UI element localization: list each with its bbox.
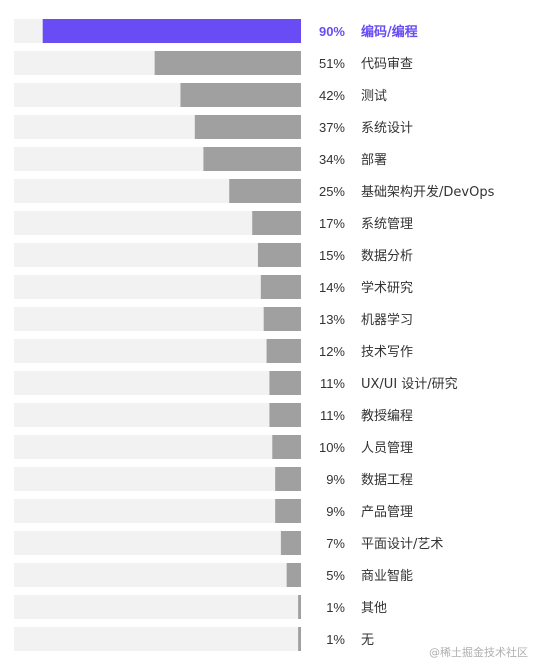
category-label: 产品管理 (361, 505, 413, 520)
bar-track (14, 563, 301, 587)
value-label: 12% (319, 344, 345, 359)
bar (194, 115, 301, 139)
value-label: 9% (326, 504, 345, 519)
value-label: 13% (319, 312, 345, 327)
bar (275, 467, 301, 491)
value-label: 37% (319, 120, 345, 135)
bar-track (14, 371, 301, 395)
category-label: 平面设计/艺术 (361, 537, 443, 552)
bar-track (14, 499, 301, 523)
value-label: 14% (319, 280, 345, 295)
bar (269, 403, 301, 427)
category-label: 系统设计 (361, 121, 413, 136)
category-label: 测试 (361, 89, 387, 104)
bar (42, 19, 301, 43)
bar (269, 371, 301, 395)
bar (275, 499, 301, 523)
category-label: 数据分析 (361, 249, 413, 264)
category-label: 人员管理 (361, 441, 413, 456)
bar (260, 275, 301, 299)
bar (298, 595, 301, 619)
bar-track (14, 435, 301, 459)
value-label: 7% (326, 536, 345, 551)
category-label: 教授编程 (361, 408, 413, 424)
bar-track (14, 307, 301, 331)
bar (266, 339, 301, 363)
bar (298, 627, 301, 651)
value-label: 11% (320, 408, 345, 423)
category-label: 编码/编程 (361, 24, 418, 40)
category-label: 代码审查 (361, 57, 413, 72)
category-label: 基础架构开发/DevOps (361, 184, 495, 200)
bar-track (14, 243, 301, 267)
bar (263, 307, 301, 331)
category-label: UX/UI 设计/研究 (361, 377, 458, 392)
value-label: 25% (319, 184, 345, 199)
category-label: 学术研究 (361, 280, 413, 296)
bar-track (14, 467, 301, 491)
bar (180, 83, 301, 107)
category-label: 机器学习 (361, 312, 413, 328)
bar (203, 147, 301, 171)
bar-track (14, 595, 301, 619)
value-label: 9% (326, 472, 345, 487)
bar-track (14, 339, 301, 363)
bar (252, 211, 301, 235)
bar (286, 563, 301, 587)
category-label: 商业智能 (361, 569, 413, 584)
value-label: 51% (319, 56, 345, 71)
category-label: 其他 (361, 601, 387, 616)
bar (280, 531, 301, 555)
category-label: 无 (361, 633, 374, 648)
bar-track (14, 403, 301, 427)
bar-track (14, 627, 301, 651)
value-label: 11% (320, 376, 345, 391)
value-label: 90% (319, 24, 345, 39)
value-label: 15% (319, 248, 345, 263)
value-label: 1% (326, 632, 345, 647)
category-label: 部署 (361, 153, 387, 168)
value-label: 17% (319, 216, 345, 231)
value-label: 34% (319, 152, 345, 167)
watermark: @稀土掘金技术社区 (429, 646, 528, 659)
category-label: 数据工程 (361, 473, 413, 488)
value-label: 10% (319, 440, 345, 455)
bar (154, 51, 301, 75)
bar (229, 179, 301, 203)
bar (272, 435, 301, 459)
category-label: 系统管理 (361, 217, 413, 232)
category-label: 技术写作 (361, 345, 413, 360)
bar-track (14, 531, 301, 555)
bar-track (14, 275, 301, 299)
bar (257, 243, 301, 267)
value-label: 1% (326, 600, 345, 615)
value-label: 5% (326, 568, 345, 583)
value-label: 42% (319, 88, 345, 103)
